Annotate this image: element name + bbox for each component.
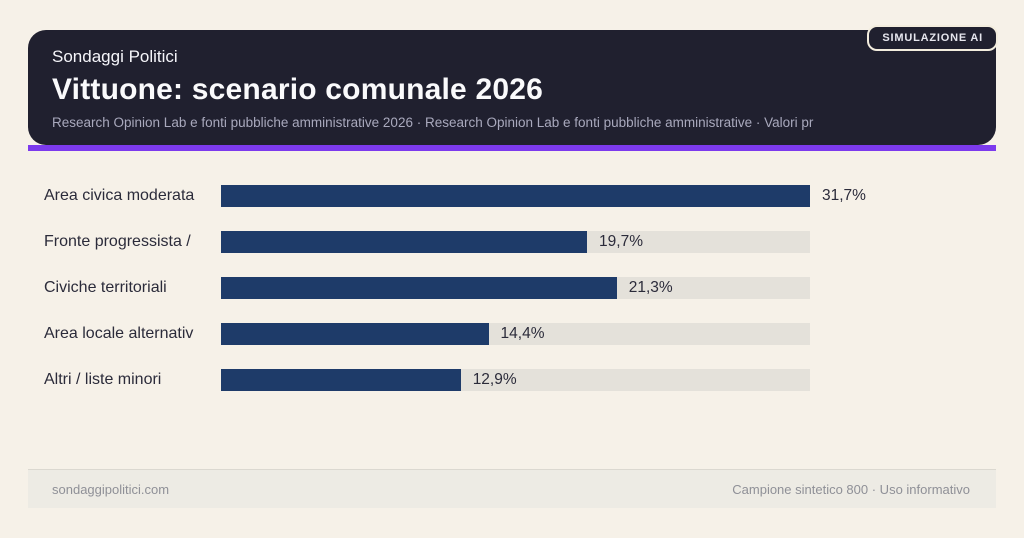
- simulation-ai-badge-label: SIMULAZIONE AI: [882, 32, 983, 44]
- bar-row: Altri / liste minori 12,9%: [28, 369, 996, 391]
- bar-category-label: Area locale alternativ: [44, 325, 194, 342]
- page-title: Vittuone: scenario comunale 2026: [52, 73, 544, 106]
- brand-kicker: Sondaggi Politici: [52, 47, 178, 66]
- bar-row: Area locale alternativ 14,4%: [28, 323, 996, 345]
- footer-bar: sondaggipolitici.com Campione sintetico …: [28, 469, 996, 508]
- simulation-ai-badge: SIMULAZIONE AI: [867, 25, 998, 51]
- source-subtitle: Research Opinion Lab e fonti pubbliche a…: [52, 115, 814, 130]
- bar-category-label: Altri / liste minori: [44, 371, 162, 388]
- footer-site-url: sondaggipolitici.com: [52, 481, 170, 497]
- bar-track: 12,9%: [221, 369, 810, 391]
- poll-bar-chart: Area civica moderata 31,7% Fronte progress…: [28, 185, 996, 415]
- bar-fill: [221, 277, 617, 299]
- bar-track: 31,7%: [221, 185, 866, 207]
- bar-category-label: Civiche territoriali: [44, 279, 167, 296]
- bar-fill: [221, 323, 489, 345]
- bar-fill: [221, 185, 810, 207]
- bar-value-label: 14,4%: [500, 325, 545, 342]
- bar-value-label: 19,7%: [599, 233, 643, 250]
- bar-row: Fronte progressista / 19,7%: [28, 231, 996, 253]
- header-card: Sondaggi Politici Vittuone: scenario com…: [28, 30, 996, 145]
- accent-divider: [28, 145, 996, 151]
- bar-fill: [221, 369, 461, 391]
- bar-row: Area civica moderata 31,7%: [28, 185, 996, 207]
- bar-track: 14,4%: [221, 323, 810, 345]
- bar-row: Civiche territoriali 21,3%: [28, 277, 996, 299]
- footer-sample-note: Campione sintetico 800 · Uso informativo: [732, 481, 970, 497]
- bar-value-label: 21,3%: [628, 279, 673, 296]
- bar-track: 19,7%: [221, 231, 810, 253]
- bar-category-label: Fronte progressista /: [44, 233, 191, 250]
- bar-fill: [221, 231, 588, 253]
- bar-category-label: Area civica moderata: [44, 187, 195, 204]
- bar-value-label: 12,9%: [472, 371, 517, 388]
- bar-value-label: 31,7%: [822, 187, 866, 204]
- bar-track: 21,3%: [221, 277, 810, 299]
